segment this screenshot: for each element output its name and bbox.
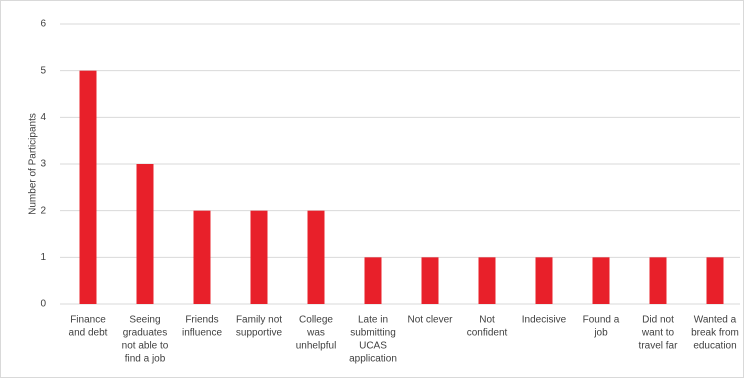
x-tick-label: College <box>299 315 333 326</box>
bar <box>364 257 382 304</box>
y-tick-label: 5 <box>40 65 46 76</box>
x-tick-label: was <box>306 328 325 339</box>
bar <box>421 257 439 304</box>
x-tick-label: Indecisive <box>522 315 567 326</box>
x-tick-label: Not clever <box>407 315 453 326</box>
x-tick-label: travel far <box>639 341 679 352</box>
bar <box>535 257 553 304</box>
x-tick-label: Wanted a <box>694 315 737 326</box>
x-tick-label: Seeing <box>129 315 160 326</box>
x-tick-label: Finance <box>70 315 106 326</box>
x-tick-label: Family not <box>236 315 282 326</box>
x-tick-label: break from <box>691 328 739 339</box>
x-tick-label: application <box>349 354 397 365</box>
bar <box>649 257 667 304</box>
x-tick-label: not able to <box>122 341 169 352</box>
bar <box>136 164 154 304</box>
x-tick-label: confident <box>467 328 508 339</box>
y-tick-label: 3 <box>40 159 46 170</box>
x-tick-label: and debt <box>69 328 108 339</box>
y-axis-title: Number of Participants <box>28 113 39 215</box>
x-tick-label: education <box>693 341 736 352</box>
x-tick-label: influence <box>182 328 222 339</box>
bar <box>478 257 496 304</box>
y-tick-label: 4 <box>40 112 46 123</box>
y-tick-label: 0 <box>40 299 46 310</box>
x-tick-label: Not <box>479 315 495 326</box>
x-tick-label: Friends <box>185 315 218 326</box>
x-tick-label: find a job <box>125 354 166 365</box>
x-tick-label: graduates <box>123 328 167 339</box>
bar <box>79 70 97 305</box>
x-tick-label: unhelpful <box>296 341 337 352</box>
bar <box>250 210 268 304</box>
bar <box>592 257 610 304</box>
y-tick-label: 2 <box>40 205 46 216</box>
x-tick-label: job <box>593 328 608 339</box>
x-tick-label: want to <box>641 328 675 339</box>
x-tick-label: Found a <box>583 315 620 326</box>
x-tick-label: Late in <box>358 315 388 326</box>
y-tick-label: 1 <box>40 252 46 263</box>
x-tick-label: Did not <box>642 315 674 326</box>
bar <box>193 210 211 304</box>
x-tick-label: UCAS <box>359 341 387 352</box>
y-tick-label: 6 <box>40 19 46 30</box>
bar <box>307 210 325 304</box>
x-tick-label: submitting <box>350 328 396 339</box>
x-tick-label: supportive <box>236 328 283 339</box>
bar <box>706 257 724 304</box>
